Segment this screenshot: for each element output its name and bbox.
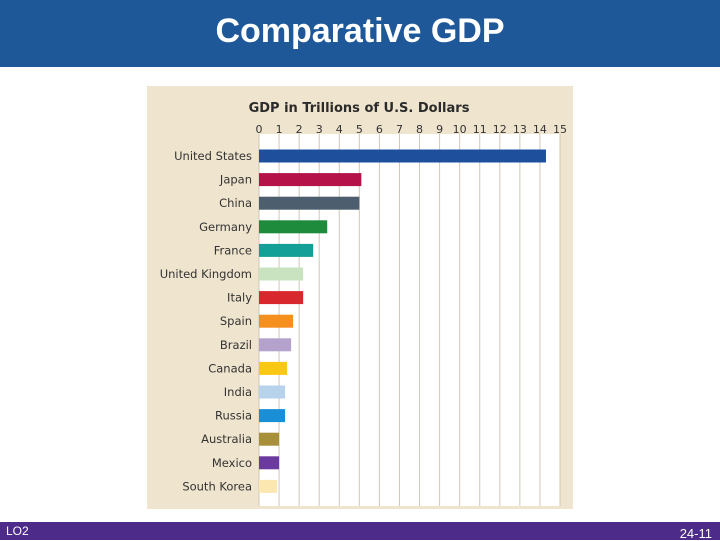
x-tick-labels: 0 1 2 3 4 5 6 7 8 9 10 11 12 13 14 15 xyxy=(256,123,568,136)
x-tick-label: 14 xyxy=(533,123,547,136)
category-label: Brazil xyxy=(220,338,252,352)
chart-title: GDP in Trillions of U.S. Dollars xyxy=(249,101,470,116)
bar-united-kingdom xyxy=(259,267,304,281)
x-tick-label: 8 xyxy=(416,123,423,136)
bar-south-korea xyxy=(259,479,278,493)
category-label: United States xyxy=(174,149,252,163)
bar-russia xyxy=(259,409,286,423)
category-label: Germany xyxy=(199,220,252,234)
bar-canada xyxy=(259,361,288,375)
x-tick-label: 3 xyxy=(316,123,323,136)
page-number: 24-11 xyxy=(679,526,712,541)
bar-france xyxy=(259,243,314,257)
x-tick-label: 0 xyxy=(256,123,263,136)
category-label: Canada xyxy=(208,361,252,375)
category-label: Spain xyxy=(220,314,252,328)
x-tick-label: 9 xyxy=(436,123,443,136)
bars xyxy=(259,149,546,493)
bar-united-states xyxy=(259,149,546,163)
category-label: India xyxy=(224,385,252,399)
bar-germany xyxy=(259,220,328,234)
plot-area xyxy=(259,134,560,506)
x-tick-label: 10 xyxy=(453,123,467,136)
bar-mexico xyxy=(259,456,280,470)
category-label: United Kingdom xyxy=(160,267,252,281)
bar-brazil xyxy=(259,338,292,352)
category-labels: United States Japan China Germany France Unit… xyxy=(160,149,253,493)
x-tick-label: 12 xyxy=(493,123,507,136)
category-label: Russia xyxy=(215,409,252,423)
category-label: Australia xyxy=(201,432,252,446)
category-label: South Korea xyxy=(182,479,252,493)
x-tick-label: 2 xyxy=(296,123,303,136)
x-tick-label: 5 xyxy=(356,123,363,136)
bar-spain xyxy=(259,314,294,328)
learning-objective-label: LO2 xyxy=(6,524,29,538)
bar-italy xyxy=(259,291,304,305)
gridlines xyxy=(258,134,561,506)
bar-china xyxy=(259,196,360,210)
x-tick-label: 13 xyxy=(513,123,527,136)
slide-title: Comparative GDP xyxy=(215,12,505,50)
x-tick-label: 4 xyxy=(336,123,343,136)
bar-india xyxy=(259,385,286,399)
x-tick-label: 11 xyxy=(473,123,487,136)
category-label: Italy xyxy=(227,291,252,305)
category-label: China xyxy=(219,196,252,210)
x-tick-label: 1 xyxy=(276,123,283,136)
bar-australia xyxy=(259,432,280,446)
slide-header: Comparative GDP xyxy=(0,0,720,67)
x-tick-label: 15 xyxy=(553,123,567,136)
category-label: Mexico xyxy=(212,456,252,470)
bar-japan xyxy=(259,173,362,187)
x-tick-label: 6 xyxy=(376,123,383,136)
category-label: Japan xyxy=(219,173,252,187)
category-label: France xyxy=(214,243,252,257)
slide-footer: LO2 24-11 xyxy=(0,522,720,541)
x-tick-label: 7 xyxy=(396,123,403,136)
